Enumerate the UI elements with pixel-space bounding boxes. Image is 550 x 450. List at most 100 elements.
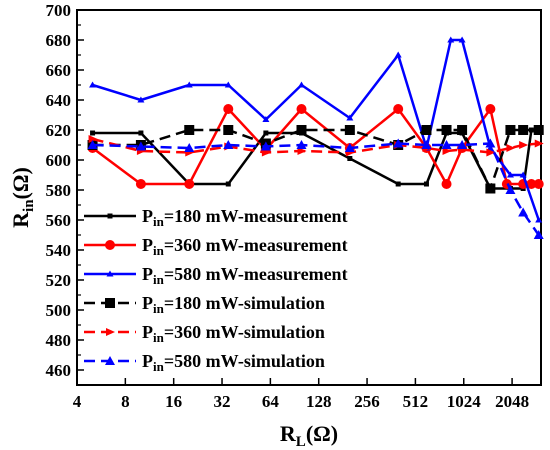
series-marker bbox=[106, 270, 114, 277]
y-tick-label: 700 bbox=[46, 1, 72, 20]
y-tick-label: 620 bbox=[46, 121, 72, 140]
series-marker bbox=[447, 36, 455, 43]
legend-label: Pin=360 mW-simulation bbox=[142, 322, 325, 345]
legend-label: Pin=580 mW-simulation bbox=[142, 351, 325, 374]
y-tick-label: 640 bbox=[46, 91, 72, 110]
series-marker bbox=[441, 125, 452, 135]
series-1 bbox=[90, 127, 542, 191]
axis-title-subscript: L bbox=[296, 434, 306, 450]
axis-title-unit: (Ω) bbox=[306, 421, 338, 446]
y-tick-label: 500 bbox=[46, 301, 72, 320]
x-tick-label: 16 bbox=[165, 392, 182, 411]
y-tick-label: 480 bbox=[46, 331, 72, 350]
series-3 bbox=[89, 36, 543, 223]
series-marker bbox=[457, 140, 468, 149]
series-line bbox=[91, 107, 539, 186]
series-marker bbox=[262, 116, 270, 122]
series-marker bbox=[260, 141, 271, 151]
series-marker bbox=[344, 143, 355, 152]
series-marker bbox=[421, 125, 432, 135]
x-axis-title: RL(Ω) bbox=[280, 421, 338, 450]
series-marker bbox=[485, 138, 496, 148]
series-marker bbox=[506, 144, 516, 152]
series-marker bbox=[519, 171, 527, 178]
series-marker bbox=[486, 148, 496, 157]
axis-title-subscript: in bbox=[21, 199, 37, 212]
series-line bbox=[92, 128, 539, 190]
legend-item-3: Pin=580 mW-measurement bbox=[84, 264, 348, 287]
series-marker bbox=[184, 125, 195, 135]
legend-item-6: Pin=580 mW-simulation bbox=[84, 351, 325, 374]
series-marker bbox=[185, 81, 193, 88]
series-marker bbox=[223, 140, 234, 149]
series-marker bbox=[297, 81, 305, 88]
series-line bbox=[92, 128, 539, 190]
y-tick-label: 560 bbox=[46, 211, 72, 230]
legend-item-5: Pin=360 mW-simulation bbox=[84, 322, 325, 345]
series-marker bbox=[506, 171, 514, 178]
y-axis: 460 480 500 520 540 560 580 600 620 640 660 680 700 bbox=[46, 1, 84, 380]
y-tick-label: 520 bbox=[46, 271, 72, 290]
x-axis: 4 8 16 32 64 128 256 512 1024 2048 bbox=[73, 378, 529, 411]
series-6 bbox=[87, 138, 544, 239]
series-marker bbox=[393, 138, 404, 148]
legend-item-1: Pin=180 mW-measurement bbox=[84, 206, 348, 229]
legend-item-2: Pin=360 mW-measurement bbox=[84, 235, 348, 258]
legend-label: Pin=580 mW-measurement bbox=[142, 264, 348, 287]
series-marker bbox=[346, 114, 354, 121]
series-marker bbox=[263, 130, 269, 136]
series-marker bbox=[485, 183, 496, 194]
series-marker bbox=[135, 179, 146, 189]
plot-frame bbox=[76, 9, 542, 386]
series-layer bbox=[87, 36, 544, 239]
series-marker bbox=[138, 130, 144, 136]
series-marker bbox=[519, 141, 529, 149]
series-marker bbox=[526, 179, 537, 189]
series-marker bbox=[105, 356, 115, 365]
series-marker bbox=[296, 104, 307, 114]
series-marker bbox=[393, 104, 404, 114]
series-marker bbox=[394, 51, 402, 58]
series-marker bbox=[88, 135, 98, 143]
series-marker bbox=[395, 181, 401, 187]
x-tick-label: 512 bbox=[403, 392, 429, 411]
series-marker bbox=[505, 185, 516, 194]
series-marker bbox=[485, 104, 496, 114]
series-marker bbox=[347, 156, 353, 161]
series-marker bbox=[534, 139, 544, 148]
series-marker bbox=[535, 216, 543, 223]
x-tick-label: 128 bbox=[306, 392, 332, 411]
legend-label: Pin=180 mW-simulation bbox=[142, 293, 325, 316]
series-marker bbox=[223, 104, 234, 114]
series-marker bbox=[87, 140, 98, 149]
series-marker bbox=[518, 125, 529, 135]
series-marker bbox=[107, 213, 113, 219]
series-marker bbox=[135, 141, 146, 151]
series-marker bbox=[184, 179, 195, 189]
x-tick-label: 4 bbox=[73, 392, 82, 411]
x-tick-label: 8 bbox=[121, 392, 130, 411]
legend-label: Pin=360 mW-measurement bbox=[142, 235, 348, 258]
y-tick-label: 600 bbox=[46, 151, 72, 170]
x-tick-label: 64 bbox=[262, 392, 280, 411]
y-tick-label: 460 bbox=[46, 361, 72, 380]
series-marker bbox=[106, 328, 115, 336]
axis-title-main: R bbox=[8, 211, 33, 228]
series-marker bbox=[518, 207, 529, 217]
legend-item-4: Pin=180 mW-simulation bbox=[84, 293, 325, 316]
series-marker bbox=[223, 125, 234, 135]
axis-title-unit: (Ω) bbox=[8, 167, 33, 199]
series-marker bbox=[225, 181, 231, 187]
series-marker bbox=[441, 140, 452, 149]
series-marker bbox=[344, 125, 355, 135]
y-tick-label: 680 bbox=[46, 31, 72, 50]
y-axis-title: Rin(Ω) bbox=[8, 167, 37, 228]
x-tick-label: 32 bbox=[214, 392, 231, 411]
x-tick-label: 1024 bbox=[447, 392, 482, 411]
y-tick-label: 540 bbox=[46, 241, 72, 260]
axis-title-main: R bbox=[280, 421, 297, 446]
x-tick-label: 2048 bbox=[495, 392, 529, 411]
series-marker bbox=[105, 240, 115, 250]
series-marker bbox=[505, 125, 516, 135]
